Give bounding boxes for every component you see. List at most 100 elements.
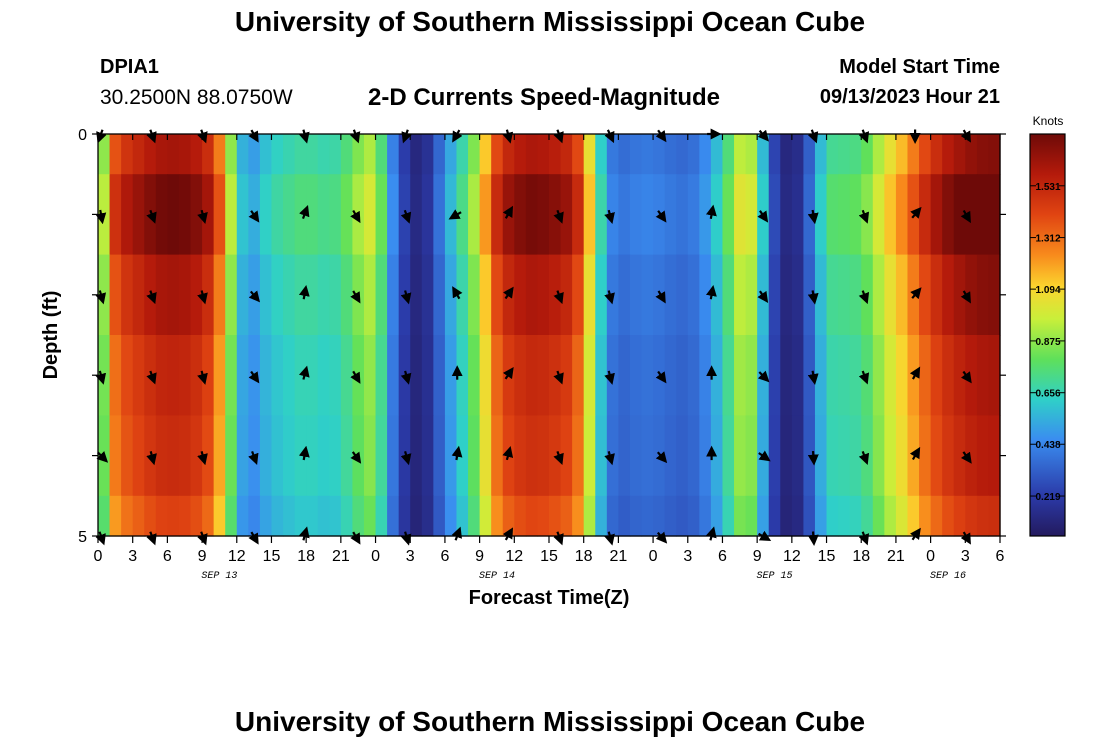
heatmap-cell [791, 134, 805, 175]
current-vector-arrow [909, 446, 921, 461]
heatmap-cell [595, 415, 608, 497]
x-tick-label: 3 [961, 548, 970, 565]
heatmap-cell [710, 174, 724, 256]
current-vector-arrow [248, 290, 261, 303]
heatmap-cell [433, 495, 446, 537]
heatmap-cell [410, 335, 423, 416]
heatmap-cell [329, 415, 342, 497]
heatmap-cell [595, 254, 608, 336]
heatmap-cell [549, 134, 562, 175]
heatmap-cell [514, 495, 527, 537]
current-vector-arrow [655, 290, 666, 304]
heatmap-cell [167, 254, 180, 336]
heatmap-cell [722, 415, 735, 497]
current-vector-arrow [960, 290, 971, 304]
heatmap-cell [942, 495, 955, 537]
heatmap-cell [259, 335, 273, 416]
heatmap-cell [780, 134, 793, 175]
x-date-label: SEP 14 [479, 571, 515, 582]
heatmap-cell [236, 415, 249, 497]
heatmap-cell [132, 335, 145, 416]
heatmap-cell [144, 335, 157, 416]
heatmap-cell [340, 254, 354, 336]
heatmap-cell [768, 134, 781, 175]
heatmap-cell [629, 415, 643, 497]
heatmap-cell [294, 134, 307, 175]
heatmap-cell [722, 134, 735, 175]
heatmap-cell [155, 174, 168, 256]
heatmap-cell [410, 174, 423, 256]
heatmap-cell [965, 134, 978, 175]
heatmap-cell [572, 134, 585, 175]
current-vector-arrow [655, 451, 668, 464]
heatmap-cell [398, 134, 411, 175]
heatmap-cell [653, 174, 666, 256]
heatmap-cell [144, 415, 157, 497]
heatmap-cell [560, 134, 573, 175]
heatmap-cell [259, 134, 273, 175]
heatmap-cell [178, 254, 192, 336]
current-vector-arrow [95, 290, 107, 305]
heatmap-cell [583, 495, 596, 537]
heatmap-cell [884, 415, 897, 497]
x-tick-label: 12 [505, 548, 523, 565]
heatmap-cell [884, 495, 897, 537]
heatmap-cell [664, 254, 677, 336]
x-tick-label: 12 [228, 548, 246, 565]
current-vector-arrow [298, 445, 310, 461]
heatmap-cell [468, 495, 481, 537]
heatmap-cell [132, 254, 145, 336]
heatmap-cell [768, 415, 781, 497]
heatmap-cell [618, 174, 631, 256]
heatmap-cell [433, 174, 446, 256]
heatmap-cell [734, 134, 747, 175]
heatmap-cell [572, 174, 585, 256]
x-tick-label: 3 [683, 548, 692, 565]
heatmap-cell [826, 415, 839, 497]
heatmap-cell [306, 254, 319, 336]
heatmap-cell [444, 254, 458, 336]
current-vector-arrow [655, 210, 667, 223]
heatmap-cell [98, 134, 111, 175]
heatmap-cell [456, 415, 469, 497]
current-vector-arrow [146, 290, 157, 305]
heatmap-cell [884, 254, 897, 336]
heatmap-cell [849, 495, 862, 537]
x-tick-label: 18 [297, 548, 315, 565]
heatmap-cell [456, 335, 469, 416]
heatmap-cell [814, 134, 828, 175]
heatmap-cell [919, 254, 932, 336]
current-vector-arrow [757, 290, 769, 304]
heatmap-cell [653, 134, 666, 175]
heatmap-cell [872, 495, 885, 537]
x-tick-label: 6 [440, 548, 449, 565]
heatmap-cell [895, 134, 909, 175]
heatmap-cell [861, 495, 874, 537]
heatmap-cell [155, 415, 168, 497]
heatmap-cell [178, 495, 192, 537]
heatmap-cell [433, 134, 446, 175]
heatmap-cell [629, 174, 643, 256]
heatmap-cell [780, 335, 793, 416]
model-start-label: Model Start Time [839, 56, 1000, 78]
current-vector-arrow [858, 451, 870, 465]
heatmap-cell [595, 174, 608, 256]
heatmap-cell [525, 415, 539, 497]
heatmap-cell [745, 134, 758, 175]
heatmap-cell [283, 415, 296, 497]
heatmap-cell [872, 134, 885, 175]
heatmap-cell [768, 495, 781, 537]
heatmap-cell [132, 134, 145, 175]
heatmap-cell [780, 174, 793, 256]
x-tick-label: 6 [718, 548, 727, 565]
heatmap-cell [872, 415, 885, 497]
heatmap-cell [178, 335, 192, 416]
heatmap-cell [98, 174, 111, 256]
heatmap-cell [352, 415, 365, 497]
heatmap-cell [710, 335, 724, 416]
heatmap-cell [236, 495, 249, 537]
heatmap-cell [225, 254, 238, 336]
heatmap-cell [387, 495, 400, 537]
heatmap-grid [98, 134, 1001, 537]
x-tick-label: 15 [818, 548, 836, 565]
